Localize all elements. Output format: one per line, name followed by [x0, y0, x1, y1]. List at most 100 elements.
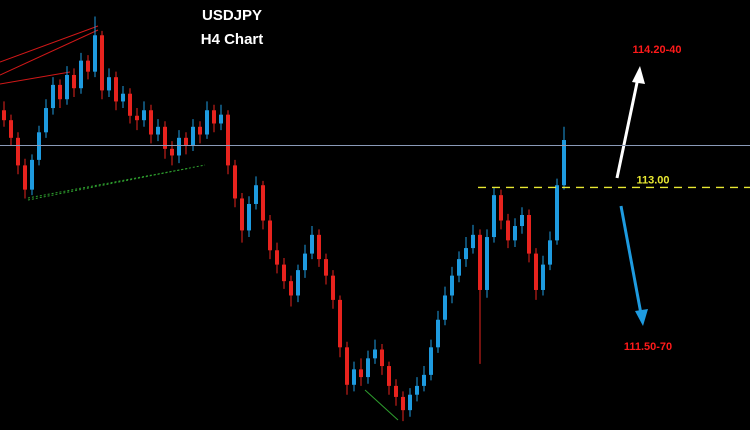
candle-body	[65, 74, 69, 100]
candle-body	[72, 74, 76, 89]
trendline	[364, 389, 399, 421]
level-label: 113.00	[636, 174, 669, 186]
candle-body	[198, 126, 202, 135]
chart-title: USDJPY	[202, 7, 262, 24]
candle-body	[478, 234, 482, 290]
candle-body	[359, 369, 363, 378]
candle-body	[149, 110, 153, 135]
candle-body	[464, 248, 468, 260]
candle-body	[338, 299, 342, 348]
candle-body	[184, 137, 188, 146]
candle-body	[142, 110, 146, 121]
candle-body	[37, 132, 41, 160]
arrow-up	[615, 77, 640, 179]
candle-body	[282, 264, 286, 282]
candle-body	[156, 126, 160, 135]
candle-body	[450, 275, 454, 296]
candle-body	[268, 220, 272, 251]
candle-body	[317, 234, 321, 260]
candle-body	[16, 137, 20, 166]
candle-body	[30, 159, 34, 190]
candle-body	[121, 93, 125, 102]
trendline	[0, 71, 71, 85]
candle-body	[492, 195, 496, 238]
candle-body	[408, 394, 412, 411]
candle-body	[107, 77, 111, 91]
candle-body	[177, 137, 181, 156]
candle-body	[275, 250, 279, 265]
candle-body	[471, 234, 475, 249]
candle-body	[443, 295, 447, 320]
trendline	[0, 29, 99, 76]
target-label: 114.20-40	[633, 44, 682, 56]
candle-body	[310, 234, 314, 254]
candle-body	[233, 165, 237, 199]
candle-body	[44, 108, 48, 133]
chart-subtitle: H4 Chart	[201, 31, 264, 48]
candle-body	[51, 84, 55, 109]
candle-body	[163, 126, 167, 149]
candle-body	[240, 198, 244, 231]
candle-body	[303, 253, 307, 271]
candle-body	[457, 259, 461, 276]
candle-body	[394, 385, 398, 397]
trendline	[0, 25, 99, 63]
candle-body	[541, 264, 545, 290]
candle-body	[373, 349, 377, 359]
candle-body	[191, 126, 195, 146]
candle-body	[100, 35, 104, 91]
candle-body	[331, 275, 335, 300]
candle-body	[247, 203, 251, 231]
candle-body	[485, 237, 489, 290]
candle-body	[387, 366, 391, 386]
candle-body	[135, 115, 139, 121]
candle-body	[352, 369, 356, 385]
candle-body	[324, 259, 328, 276]
candle-body	[366, 358, 370, 378]
candle-body	[170, 148, 174, 156]
trendlines	[0, 25, 399, 421]
arrow-down	[619, 205, 643, 315]
candle-body	[226, 114, 230, 166]
candle-body	[93, 35, 97, 72]
arrow-head	[635, 309, 648, 326]
target-label: 111.50-70	[624, 341, 672, 353]
candles	[2, 16, 566, 422]
candle-body	[254, 185, 258, 204]
candle-body	[422, 374, 426, 386]
arrow-head	[632, 66, 645, 84]
candle-body	[23, 165, 27, 190]
candle-body	[380, 349, 384, 367]
candle-body	[289, 281, 293, 296]
candle-body	[114, 77, 118, 102]
arrows	[615, 66, 648, 326]
candle-body	[506, 220, 510, 241]
candle-body	[534, 253, 538, 290]
candle-body	[9, 120, 13, 138]
candle-body	[562, 140, 566, 186]
candle-body	[429, 347, 433, 375]
candle-body	[212, 110, 216, 124]
candle-body	[86, 60, 90, 72]
trendline	[27, 167, 191, 199]
candle-body	[261, 185, 265, 221]
candle-body	[499, 195, 503, 221]
candle-body	[128, 93, 132, 116]
candle-body	[415, 385, 419, 395]
candle-body	[401, 396, 405, 411]
candle-body	[436, 319, 440, 348]
candle-body	[555, 185, 559, 241]
candle-body	[520, 215, 524, 227]
candle-body	[58, 84, 62, 100]
candle-body	[296, 270, 300, 296]
candle-body	[513, 226, 517, 241]
candle-body	[205, 110, 209, 135]
candle-body	[219, 114, 223, 124]
candle-body	[2, 110, 6, 121]
candle-body	[79, 60, 83, 89]
candle-body	[345, 347, 349, 385]
candle-body	[548, 240, 552, 265]
